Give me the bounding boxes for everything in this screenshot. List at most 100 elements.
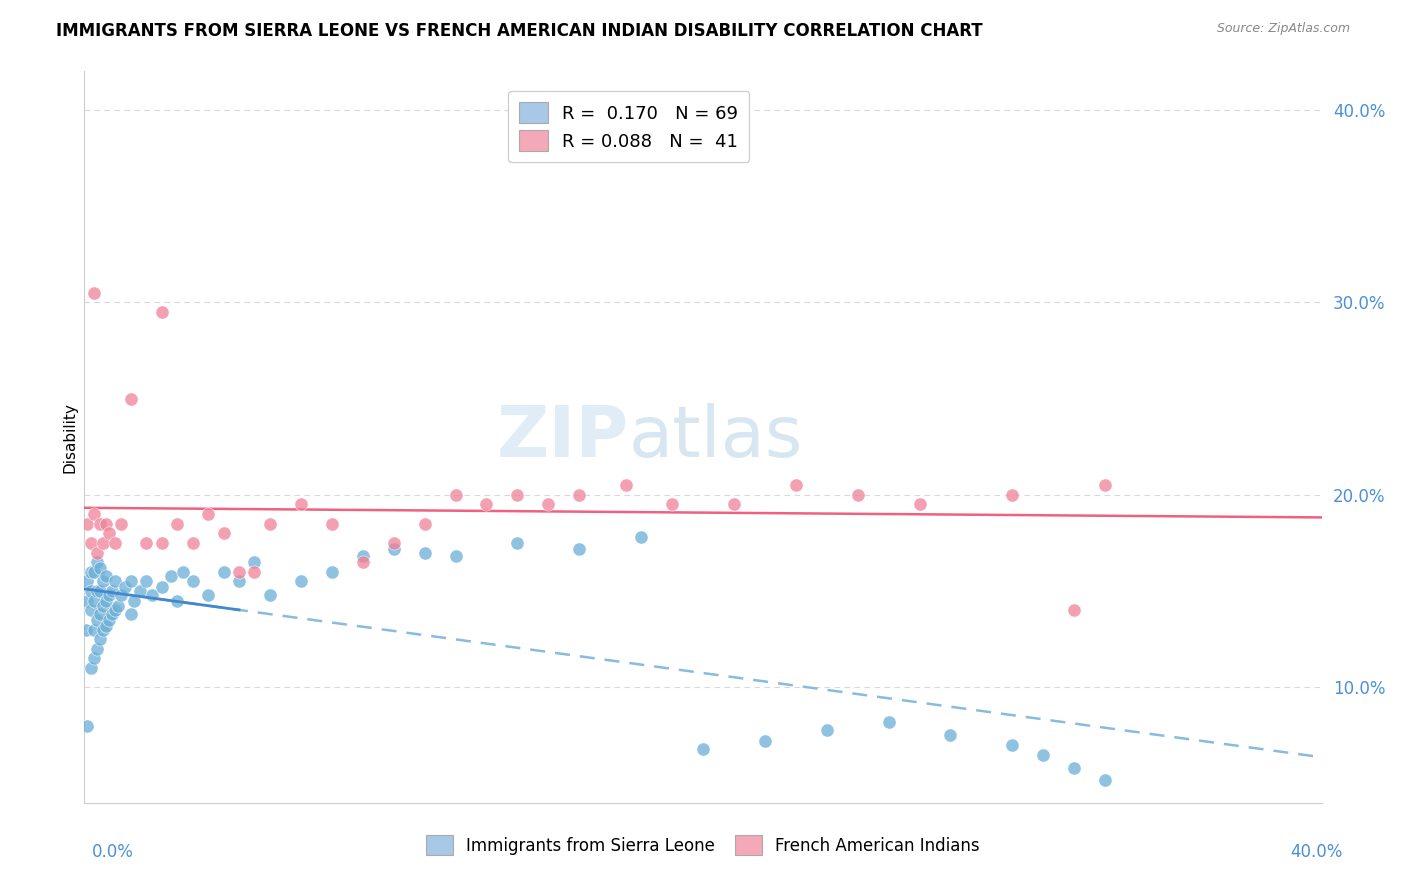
Point — [104, 536, 127, 550]
Point — [89, 607, 111, 622]
Point — [150, 580, 173, 594]
Point — [661, 498, 683, 512]
Point — [76, 593, 98, 607]
Point — [166, 593, 188, 607]
Point — [76, 719, 98, 733]
Point — [444, 549, 467, 564]
Point — [98, 526, 121, 541]
Point — [91, 623, 114, 637]
Point — [79, 536, 101, 550]
Point — [1001, 488, 1024, 502]
Point — [75, 623, 97, 637]
Point — [243, 565, 266, 579]
Point — [1094, 772, 1116, 787]
Point — [228, 574, 250, 589]
Point — [352, 549, 374, 564]
Point — [877, 714, 900, 729]
Point — [94, 568, 117, 582]
Point — [107, 599, 129, 614]
Point — [83, 651, 105, 665]
Point — [104, 574, 127, 589]
Point — [259, 588, 281, 602]
Point — [506, 488, 529, 502]
Legend: Immigrants from Sierra Leone, French American Indians: Immigrants from Sierra Leone, French Ame… — [419, 829, 987, 862]
Point — [754, 734, 776, 748]
Point — [150, 305, 173, 319]
Point — [98, 613, 121, 627]
Point — [444, 488, 467, 502]
Point — [120, 574, 142, 589]
Point — [723, 498, 745, 512]
Point — [83, 285, 105, 300]
Point — [141, 588, 163, 602]
Point — [86, 613, 108, 627]
Point — [91, 574, 114, 589]
Point — [110, 516, 132, 531]
Point — [83, 593, 105, 607]
Point — [83, 623, 105, 637]
Point — [76, 516, 98, 531]
Point — [89, 516, 111, 531]
Text: atlas: atlas — [628, 402, 803, 472]
Point — [785, 478, 807, 492]
Point — [79, 603, 101, 617]
Point — [228, 565, 250, 579]
Point — [1063, 603, 1085, 617]
Point — [212, 565, 235, 579]
Text: ZIP: ZIP — [496, 402, 628, 472]
Text: Source: ZipAtlas.com: Source: ZipAtlas.com — [1216, 22, 1350, 36]
Point — [83, 507, 105, 521]
Point — [89, 632, 111, 647]
Point — [630, 530, 652, 544]
Point — [120, 392, 142, 406]
Point — [160, 568, 183, 582]
Point — [243, 555, 266, 569]
Point — [129, 584, 152, 599]
Point — [568, 488, 591, 502]
Point — [122, 593, 145, 607]
Point — [939, 728, 962, 742]
Point — [86, 584, 108, 599]
Point — [1063, 761, 1085, 775]
Point — [150, 536, 173, 550]
Point — [135, 536, 157, 550]
Point — [413, 516, 436, 531]
Point — [86, 555, 108, 569]
Point — [614, 478, 637, 492]
Point — [181, 574, 204, 589]
Text: 40.0%: 40.0% — [1291, 843, 1343, 861]
Point — [212, 526, 235, 541]
Point — [101, 607, 124, 622]
Point — [166, 516, 188, 531]
Point — [321, 516, 343, 531]
Point — [382, 541, 405, 556]
Point — [94, 516, 117, 531]
Point — [382, 536, 405, 550]
Text: 0.0%: 0.0% — [91, 843, 134, 861]
Point — [94, 618, 117, 632]
Point — [1094, 478, 1116, 492]
Point — [846, 488, 869, 502]
Point — [568, 541, 591, 556]
Point — [86, 545, 108, 559]
Point — [475, 498, 498, 512]
Point — [110, 588, 132, 602]
Y-axis label: Disability: Disability — [62, 401, 77, 473]
Legend: R =  0.170   N = 69, R = 0.088   N =  41: R = 0.170 N = 69, R = 0.088 N = 41 — [508, 91, 749, 162]
Point — [135, 574, 157, 589]
Point — [91, 536, 114, 550]
Point — [86, 641, 108, 656]
Point — [537, 498, 560, 512]
Point — [506, 536, 529, 550]
Point — [91, 599, 114, 614]
Point — [98, 588, 121, 602]
Point — [89, 584, 111, 599]
Point — [413, 545, 436, 559]
Point — [908, 498, 931, 512]
Point — [352, 555, 374, 569]
Point — [290, 498, 312, 512]
Point — [104, 603, 127, 617]
Point — [101, 584, 124, 599]
Text: IMMIGRANTS FROM SIERRA LEONE VS FRENCH AMERICAN INDIAN DISABILITY CORRELATION CH: IMMIGRANTS FROM SIERRA LEONE VS FRENCH A… — [56, 22, 983, 40]
Point — [79, 565, 101, 579]
